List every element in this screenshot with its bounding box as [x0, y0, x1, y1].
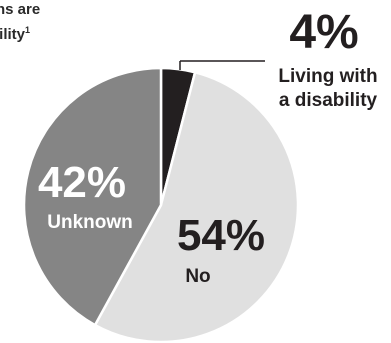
living-with-disability-name-line-1: Living with: [278, 66, 377, 87]
chart-title: ns are bility1: [0, 0, 40, 45]
title-line-2: bility1: [0, 20, 40, 45]
footnote-marker: 1: [25, 25, 31, 35]
unknown-name-label: Unknown: [47, 212, 133, 233]
pie-slice-unknown: [22, 66, 163, 327]
living-with-disability-name-line-2: a disability: [279, 90, 378, 111]
no-percent-label: 54%: [177, 211, 265, 260]
unknown-percent-label: 42%: [38, 158, 126, 207]
pie-slice-no: [93, 71, 300, 343]
title-line-2-text: bility: [0, 26, 26, 43]
pie-slices: [22, 66, 300, 343]
title-line-1: ns are: [0, 1, 41, 18]
no-name-label: No: [185, 266, 210, 287]
living-with-disability-percent-label: 4%: [289, 6, 358, 59]
